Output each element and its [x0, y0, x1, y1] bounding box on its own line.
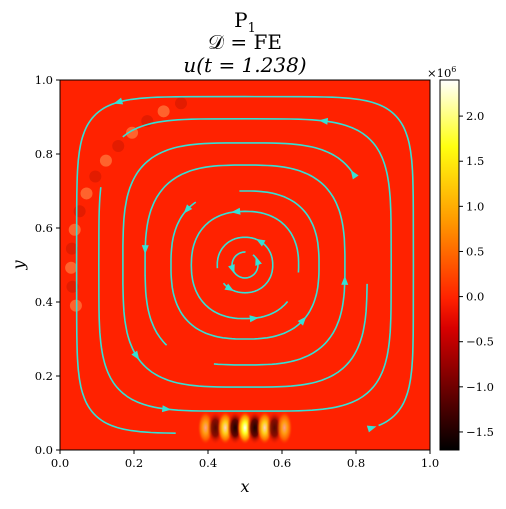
ripple-mark	[112, 140, 124, 152]
colorbar-tick-label: 1.0	[466, 199, 484, 213]
colorbar-tick-label: 0.0	[466, 290, 484, 304]
y-tick-label: 0.0	[35, 443, 53, 457]
x-axis-label: x	[240, 477, 249, 496]
ripple-mark	[100, 155, 112, 167]
plot-area	[60, 80, 430, 450]
colorbar-tick-label: 0.5	[466, 244, 484, 258]
colorbar-tick-label: 1.5	[466, 154, 484, 168]
chart-title-line3: u(t = 1.238)	[183, 53, 306, 77]
colorbar-multiplier: ×106	[427, 65, 456, 80]
x-tick-label: 0.2	[125, 456, 143, 470]
ripple-mark	[175, 97, 187, 109]
ripple-mark	[74, 205, 86, 217]
ripple-mark	[89, 170, 101, 182]
ripple-mark	[69, 224, 81, 236]
chart-title-line2: 𝒟 = FE	[208, 30, 282, 54]
x-tick-label: 0.4	[199, 456, 217, 470]
x-tick-label: 0.0	[51, 456, 69, 470]
y-tick-label: 0.4	[35, 295, 53, 309]
colorbar-ticks: −1.5 −1.0 −0.5 0.0 0.5 1.0 1.5 2.0	[459, 109, 494, 439]
x-tick-label: 0.6	[273, 456, 291, 470]
y-tick-label: 0.2	[35, 369, 53, 383]
y-tick-label: 0.8	[35, 147, 53, 161]
ripple-mark	[158, 105, 170, 117]
x-tick-label: 0.8	[347, 456, 365, 470]
y-axis-label: y	[9, 260, 28, 271]
x-axis: 0.0 0.2 0.4 0.6 0.8 1.0	[51, 450, 439, 470]
hot-spot	[276, 411, 292, 445]
colorbar: ×106 −1.5 −1.0 −0.5 0.0 0.5 1.0 1.5 2.0	[427, 65, 494, 450]
heatmap-background	[60, 80, 430, 450]
x-tick-label: 1.0	[421, 456, 439, 470]
colorbar-gradient	[440, 80, 459, 450]
ripple-mark	[65, 262, 77, 274]
colorbar-tick-label: 2.0	[466, 109, 484, 123]
y-tick-label: 1.0	[35, 73, 53, 87]
colorbar-tick-label: −1.0	[466, 380, 494, 394]
colorbar-tick-label: −1.5	[466, 425, 494, 439]
colorbar-tick-label: −0.5	[466, 335, 494, 349]
y-tick-label: 0.6	[35, 221, 53, 235]
y-axis: 0.0 0.2 0.4 0.6 0.8 1.0	[35, 73, 60, 457]
ripple-mark	[81, 187, 93, 199]
